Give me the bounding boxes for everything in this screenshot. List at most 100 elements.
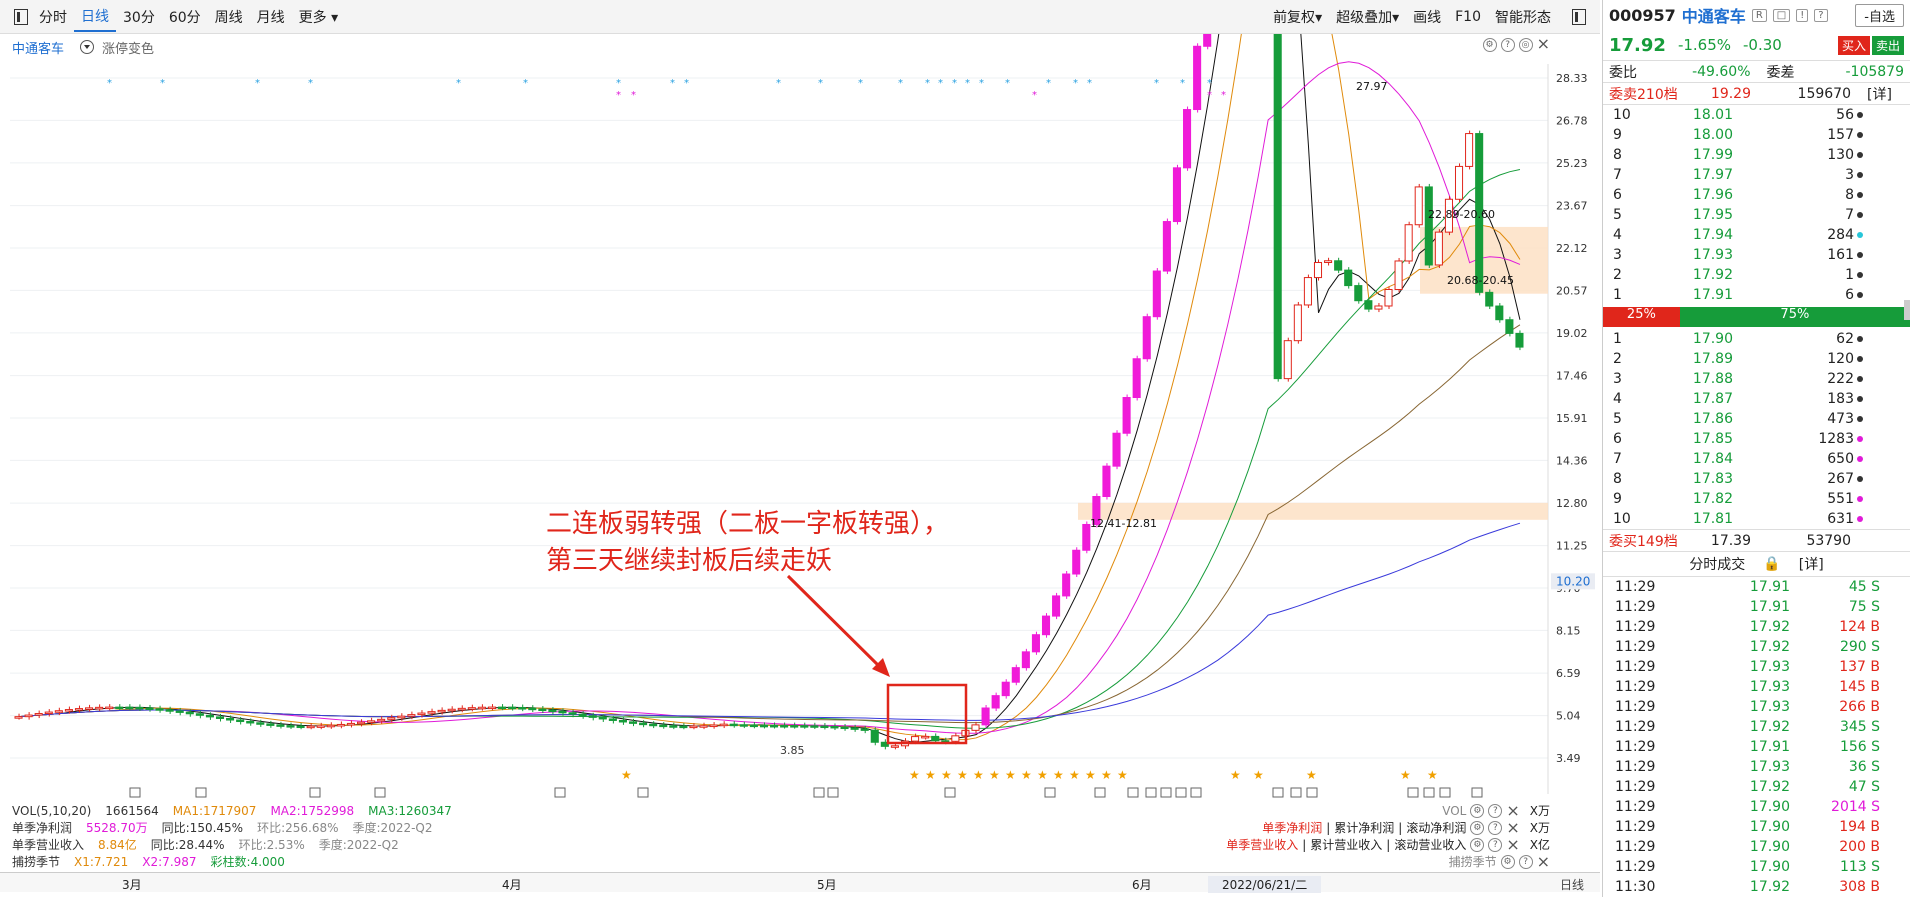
event-box-icon (1471, 787, 1483, 798)
detail-link[interactable]: [详] (1867, 86, 1892, 103)
dot-icon (1857, 416, 1863, 422)
question-icon[interactable]: ? (1814, 8, 1828, 22)
settings-icon[interactable]: ⚙ (1470, 820, 1485, 835)
asks-level-row[interactable]: 7 17.97 3 (1603, 165, 1910, 185)
tick-volume: 145 B (1839, 679, 1880, 695)
asks-level-row[interactable]: 6 17.96 8 (1603, 185, 1910, 205)
tick-list: 11:29 17.91 45 S 11:29 17.91 75 S 11:29 17.92 12… (1603, 577, 1910, 897)
scrollbar[interactable] (1904, 300, 1910, 320)
season-right-label: 捕捞季节 (1448, 855, 1497, 869)
level-volume-value: 183 (1827, 391, 1854, 407)
f10-button[interactable]: F10 (1455, 9, 1481, 25)
help-icon[interactable]: ? (1518, 854, 1533, 869)
candle (74, 708, 84, 711)
asks-level-row[interactable]: 2 17.92 1 (1603, 265, 1910, 285)
lock-icon[interactable]: 🔒 (1763, 556, 1781, 572)
dot-icon (1857, 172, 1863, 178)
square-icon[interactable]: □ (1772, 8, 1791, 22)
event-box-icon (1306, 787, 1318, 798)
chart-indicator-name[interactable]: 涨停变色 (102, 41, 155, 57)
level-number: 7 (1613, 451, 1622, 467)
close-icon[interactable]: × (1536, 851, 1550, 871)
tab-weekly[interactable]: 周线 (214, 9, 243, 26)
asks-level-row[interactable]: 3 17.93 161 (1603, 245, 1910, 265)
settings-icon[interactable]: ⚙ (1500, 854, 1515, 869)
candle (226, 717, 235, 721)
asks-level-row[interactable]: 8 17.99 130 (1603, 145, 1910, 165)
panel-toggle-icon[interactable] (14, 8, 28, 25)
candle (54, 710, 63, 713)
bids-level-row[interactable]: 6 17.85 1283 (1603, 429, 1910, 449)
chart-stock-name[interactable]: 中通客车 (12, 41, 65, 57)
warning-icon[interactable]: ! (1796, 8, 1809, 22)
bids-level-row[interactable]: 4 17.87 183 (1603, 389, 1910, 409)
marker-star-icon: * (1180, 78, 1185, 89)
tab-more-label: 更多 (298, 9, 327, 26)
asks-level-row[interactable]: 4 17.94 284 (1603, 225, 1910, 245)
revenue-tab-single[interactable]: 单季营业收入 (1226, 838, 1299, 852)
bids-level-row[interactable]: 2 17.89 120 (1603, 349, 1910, 369)
tab-fenshi[interactable]: 分时 (39, 9, 67, 26)
help-icon[interactable]: ? (1488, 820, 1503, 835)
help-icon[interactable]: ? (1500, 38, 1515, 52)
ticks-detail-link[interactable]: [详] (1798, 557, 1824, 573)
tab-60min[interactable]: 60分 (168, 9, 201, 26)
level-price: 17.88 (1692, 371, 1733, 387)
level-volume: 473 (1733, 411, 1863, 427)
info-icon[interactable]: ◎ (1518, 38, 1533, 52)
bids-level-row[interactable]: 7 17.84 650 (1603, 449, 1910, 469)
profit-tab-rolling[interactable]: 滚动净利润 (1406, 821, 1467, 835)
bids-level-row[interactable]: 8 17.83 267 (1603, 469, 1910, 489)
adjust-menu[interactable]: 前复权▾ (1266, 3, 1329, 31)
candlestick-chart[interactable]: * * * * * * * * * * * * * * * * * * * * * * * * ** * * * *★ ★ ★ ★ ★ ★ ★ ★ ★ ★… (0, 34, 1600, 854)
dot-icon (1857, 376, 1863, 382)
level-volume: 267 (1733, 471, 1863, 487)
overlay-menu[interactable]: 超级叠加▾ (1329, 3, 1406, 31)
tab-monthly[interactable]: 月线 (256, 9, 285, 26)
asks-level-row[interactable]: 9 18.00 157 (1603, 125, 1910, 145)
level-number: 3 (1613, 247, 1622, 263)
profit-tab-cumulative[interactable]: 累计净利润 (1334, 821, 1395, 835)
asks-level-row[interactable]: 1 17.91 6 (1603, 285, 1910, 305)
asks-level-row[interactable]: 10 18.01 56 (1603, 105, 1910, 125)
bids-level-row[interactable]: 10 17.81 631 (1603, 509, 1910, 529)
tab-daily[interactable]: 日线 (74, 2, 116, 32)
sell-total-row: 委卖210档 19.29 159670 [详] (1603, 82, 1910, 104)
asks-level-row[interactable]: 5 17.95 7 (1603, 205, 1910, 225)
candle (1374, 305, 1383, 310)
revenue-tab-cumulative[interactable]: 累计营业收入 (1310, 838, 1383, 852)
panel-toggle-icon[interactable] (1572, 9, 1586, 25)
level-number: 9 (1613, 127, 1622, 143)
smart-pattern-button[interactable]: 智能形态 (1495, 10, 1551, 26)
add-favorite-button[interactable]: -自选 (1855, 3, 1904, 27)
close-icon[interactable]: × (1506, 834, 1520, 854)
close-icon[interactable]: × (1506, 817, 1520, 837)
buy-button[interactable]: 买入 (1837, 35, 1870, 55)
bids-level-row[interactable]: 1 17.90 62 (1603, 329, 1910, 349)
tab-30min[interactable]: 30分 (123, 9, 155, 26)
help-icon[interactable]: ? (1488, 803, 1503, 818)
candle (1495, 305, 1504, 321)
settings-icon[interactable]: ⚙ (1470, 837, 1485, 852)
dot-icon (1857, 436, 1863, 442)
tick-price: 17.92 (1749, 779, 1790, 795)
help-icon[interactable]: ? (1488, 837, 1503, 852)
candle (185, 711, 194, 715)
dropdown-icon[interactable] (80, 40, 95, 54)
sell-button[interactable]: 卖出 (1871, 35, 1904, 55)
bids-level-row[interactable]: 3 17.88 222 (1603, 369, 1910, 389)
level-volume: 130 (1733, 147, 1863, 163)
draw-line-button[interactable]: 画线 (1413, 10, 1442, 26)
revenue-tab-rolling[interactable]: 滚动营业收入 (1394, 838, 1467, 852)
tab-more[interactable]: 更多 ▾ (292, 3, 345, 31)
r-badge-icon[interactable]: R (1751, 8, 1767, 22)
bids-level-row[interactable]: 9 17.82 551 (1603, 489, 1910, 509)
close-icon[interactable]: × (1536, 34, 1550, 53)
settings-icon[interactable]: ⚙ (1470, 803, 1485, 818)
profit-tab-single[interactable]: 单季净利润 (1262, 821, 1323, 835)
close-icon[interactable]: × (1506, 800, 1520, 820)
marker-star-icon: * (616, 90, 621, 101)
tick-time: 11:29 (1615, 599, 1656, 615)
settings-icon[interactable]: ⚙ (1482, 38, 1497, 52)
bids-level-row[interactable]: 5 17.86 473 (1603, 409, 1910, 429)
